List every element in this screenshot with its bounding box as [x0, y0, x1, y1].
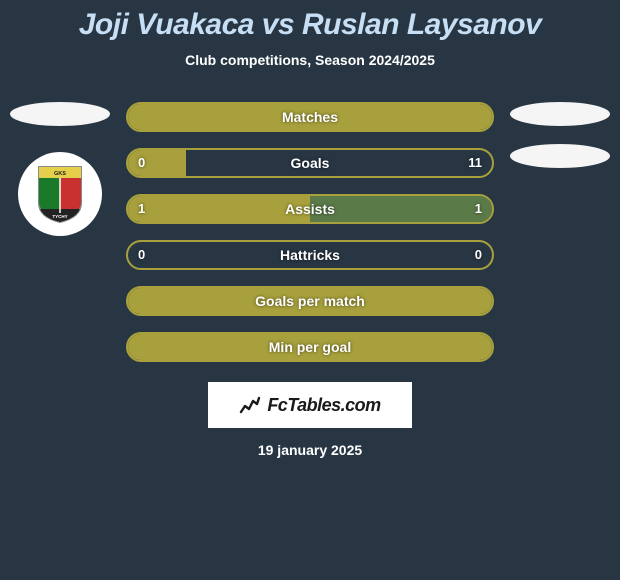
stat-bar-goals: 0 11 Goals	[126, 148, 494, 178]
brand-logo-icon	[239, 394, 261, 416]
stat-label: Matches	[282, 109, 338, 125]
brand-text: FcTables.com	[267, 395, 380, 416]
player2-club-placeholder	[510, 144, 610, 168]
stat-value-right: 11	[468, 155, 482, 170]
stat-label: Assists	[285, 201, 335, 217]
stat-label: Hattricks	[280, 247, 340, 263]
right-column	[508, 102, 612, 168]
stat-bar-matches: Matches	[126, 102, 494, 132]
stat-bar-goals-per-match: Goals per match	[126, 286, 494, 316]
brand-box[interactable]: FcTables.com	[208, 382, 412, 428]
stat-value-left: 0	[138, 247, 145, 262]
date-label: 19 january 2025	[0, 442, 620, 458]
stat-value-right: 0	[475, 247, 482, 262]
stat-bar-min-per-goal: Min per goal	[126, 332, 494, 362]
player1-club-badge: GKS TYCHY	[18, 152, 102, 236]
stat-label: Goals per match	[255, 293, 365, 309]
badge-text-bottom: TYCHY	[52, 214, 67, 219]
stat-fill-right	[310, 196, 492, 222]
stat-bar-hattricks: 0 0 Hattricks	[126, 240, 494, 270]
stat-bar-assists: 1 1 Assists	[126, 194, 494, 224]
player1-name-placeholder	[10, 102, 110, 126]
left-column: GKS TYCHY	[8, 102, 112, 236]
stat-fill-left	[128, 196, 310, 222]
stat-value-left: 0	[138, 155, 145, 170]
stat-fill-left	[128, 150, 186, 176]
stat-value-right: 1	[475, 201, 482, 216]
stat-value-left: 1	[138, 201, 145, 216]
club-shield-icon: GKS TYCHY	[37, 165, 83, 223]
stat-label: Min per goal	[269, 339, 351, 355]
player2-name-placeholder	[510, 102, 610, 126]
content-row: GKS TYCHY Matches011Goals11Assists00Hatt…	[0, 102, 620, 378]
badge-text-top: GKS	[54, 171, 66, 177]
stat-label: Goals	[291, 155, 330, 171]
stats-column: Matches011Goals11Assists00HattricksGoals…	[126, 102, 494, 378]
page-subtitle: Club competitions, Season 2024/2025	[0, 52, 620, 68]
page-title: Joji Vuakaca vs Ruslan Laysanov	[0, 8, 620, 42]
comparison-card: Joji Vuakaca vs Ruslan Laysanov Club com…	[0, 0, 620, 458]
